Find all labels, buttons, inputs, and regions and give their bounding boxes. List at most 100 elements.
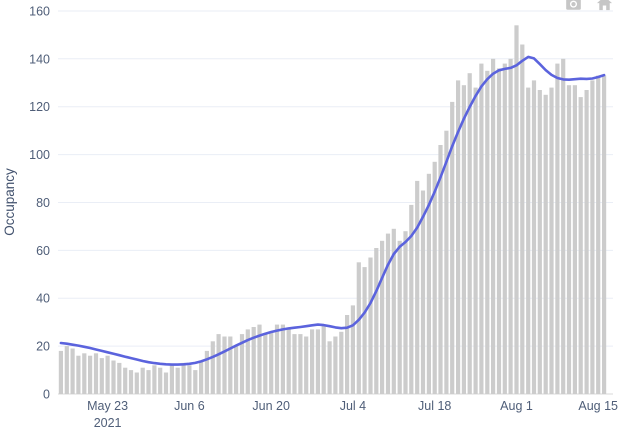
occupancy-bar <box>362 267 367 394</box>
y-tick-label: 60 <box>36 244 50 258</box>
line-series <box>59 55 606 366</box>
download-plot-button[interactable] <box>563 0 584 14</box>
occupancy-bar <box>88 355 93 394</box>
x-tick-label: May 23 <box>87 399 128 413</box>
occupancy-bar <box>473 87 478 394</box>
occupancy-bar <box>163 372 169 394</box>
occupancy-bar <box>385 233 391 394</box>
occupancy-bar <box>397 240 402 394</box>
occupancy-bar <box>187 365 192 394</box>
occupancy-bar <box>380 240 385 394</box>
y-tick-label: 20 <box>36 340 50 354</box>
y-tick-label: 0 <box>43 388 50 402</box>
occupancy-bar <box>263 334 268 394</box>
occupancy-bar <box>356 262 361 394</box>
home-icon <box>596 0 613 15</box>
x-tick-label: Aug 15 <box>578 399 618 413</box>
y-tick-label: 80 <box>36 196 50 210</box>
occupancy-bar <box>199 360 204 394</box>
occupancy-bar <box>420 190 426 394</box>
occupancy-bar <box>438 145 443 394</box>
occupancy-bar <box>93 353 99 394</box>
reset-axes-button[interactable] <box>594 0 615 14</box>
occupancy-bar <box>409 204 414 394</box>
occupancy-bar <box>269 331 274 394</box>
x-tick-label: Jul 18 <box>418 399 451 413</box>
occupancy-bar <box>175 367 180 394</box>
occupancy-bar <box>345 315 350 394</box>
occupancy-bar <box>158 367 163 394</box>
occupancy-bar <box>339 331 344 394</box>
occupancy-bar <box>239 334 245 394</box>
occupancy-bar <box>526 87 531 394</box>
occupancy-bar <box>461 85 466 394</box>
occupancy-bar <box>251 327 256 394</box>
occupancy-bar <box>280 324 285 394</box>
occupancy-bar <box>105 355 110 394</box>
occupancy-bar <box>82 353 87 394</box>
x-tick-sublabel: 2021 <box>94 416 122 430</box>
occupancy-bar <box>572 85 577 394</box>
occupancy-bar <box>496 68 502 395</box>
occupancy-bar <box>432 161 437 394</box>
occupancy-bar <box>485 70 490 395</box>
occupancy-bar <box>520 44 525 394</box>
occupancy-bar <box>491 58 496 395</box>
occupancy-bar <box>146 370 151 394</box>
occupancy-bar <box>508 58 513 395</box>
occupancy-bar <box>315 329 320 394</box>
occupancy-bar <box>549 87 554 394</box>
occupancy-bar <box>286 329 291 394</box>
camera-icon <box>565 0 582 15</box>
occupancy-bar <box>99 358 104 394</box>
x-axis-ticks: May 23 2021 Jun 6 Jun 20 Jul 4 Jul 18 Aug 1 Aug… <box>87 399 618 430</box>
occupancy-bar <box>479 63 484 394</box>
occupancy-bar <box>502 63 507 394</box>
occupancy-bar <box>123 367 128 394</box>
occupancy-bar <box>228 336 233 394</box>
occupancy-bar <box>415 180 420 394</box>
occupancy-bar <box>350 305 355 394</box>
occupancy-bar <box>596 75 601 394</box>
occupancy-bar <box>321 324 326 394</box>
occupancy-bar <box>152 365 157 394</box>
y-axis-title: Occupancy <box>2 168 17 236</box>
bar-series <box>58 25 607 395</box>
x-tick-label: Aug 1 <box>500 399 533 413</box>
occupancy-bar <box>234 346 239 394</box>
occupancy-bar <box>374 248 379 394</box>
occupancy-bar <box>117 362 122 394</box>
occupancy-bar <box>602 75 607 394</box>
y-tick-label: 40 <box>36 292 50 306</box>
occupancy-bar <box>292 334 297 394</box>
occupancy-bar <box>76 355 81 394</box>
occupancy-bar <box>543 94 548 395</box>
occupancy-bar <box>590 80 595 395</box>
occupancy-bar <box>368 257 373 394</box>
occupancy-bar <box>467 73 472 394</box>
occupancy-bar <box>456 80 461 395</box>
occupancy-bar <box>537 90 542 394</box>
occupancy-bar <box>58 350 63 394</box>
occupancy-bar <box>578 97 583 394</box>
occupancy-bar <box>222 336 227 394</box>
occupancy-bar <box>514 25 519 395</box>
y-tick-label: 140 <box>29 52 50 66</box>
occupancy-bar <box>134 372 139 394</box>
occupancy-bar <box>274 324 280 394</box>
occupancy-bar <box>584 90 589 394</box>
occupancy-bar <box>169 365 174 394</box>
modebar <box>563 0 615 14</box>
occupancy-bar <box>245 329 250 394</box>
occupancy-bar <box>566 85 572 394</box>
occupancy-bar <box>111 360 116 394</box>
occupancy-bar <box>298 334 303 394</box>
occupancy-bar <box>128 370 134 394</box>
y-tick-label: 100 <box>29 148 50 162</box>
x-tick-label: Jun 20 <box>252 399 290 413</box>
trend-line-path <box>59 55 606 366</box>
occupancy-bar <box>181 362 186 394</box>
occupancy-bar <box>304 336 309 394</box>
